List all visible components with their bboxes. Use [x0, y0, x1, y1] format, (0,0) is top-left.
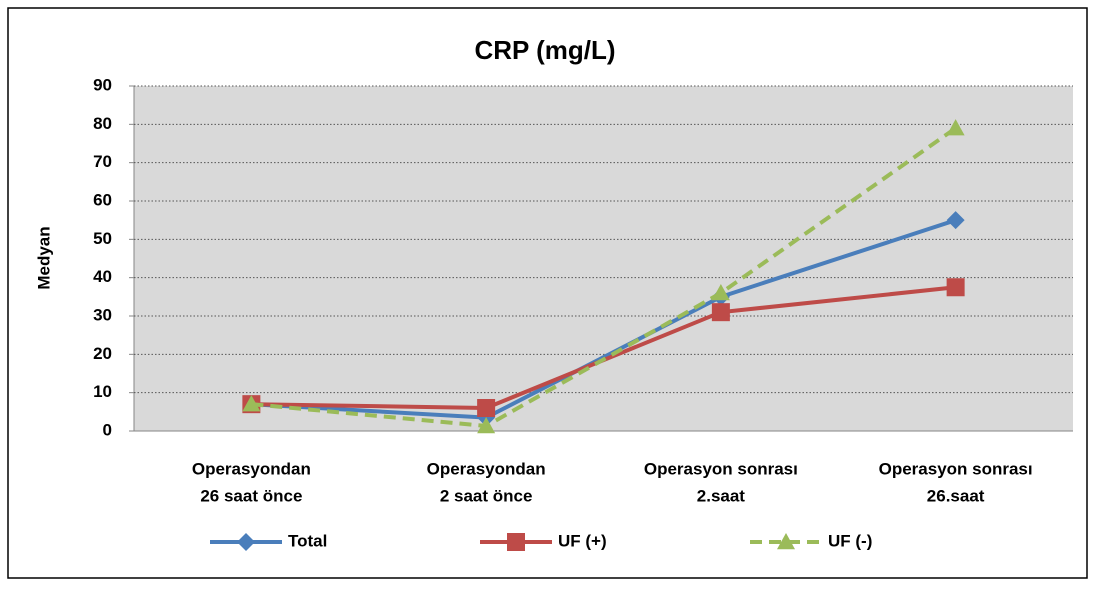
point — [946, 278, 965, 297]
y-tick-label: 40 — [93, 267, 112, 286]
y-tick-label: 20 — [93, 344, 112, 363]
x-tick-label: 26.saat — [927, 486, 985, 505]
legend-label: UF (+) — [558, 531, 607, 550]
series-line — [251, 126, 957, 429]
chart-title: CRP (mg/L) — [474, 35, 615, 65]
y-tick-label: 80 — [93, 114, 112, 133]
point — [711, 284, 730, 301]
series-line — [251, 218, 957, 420]
y-tick-label: 10 — [93, 382, 112, 401]
x-tick-label: 2 saat önce — [440, 486, 533, 505]
point — [946, 119, 965, 136]
point — [477, 399, 496, 417]
legend-marker — [237, 533, 255, 551]
y-tick-label: 50 — [93, 229, 112, 248]
y-tick-label: 0 — [103, 420, 112, 439]
legend-label: Total — [288, 531, 327, 550]
legend-marker — [777, 533, 795, 550]
y-axis-label: Medyan — [34, 226, 53, 289]
x-tick-label: 2.saat — [697, 486, 746, 505]
x-tick-label: 26 saat önce — [200, 486, 302, 505]
y-tick-label: 90 — [93, 75, 112, 94]
point — [711, 303, 730, 322]
y-tick-label: 60 — [93, 190, 112, 209]
x-tick-label: Operasyondan — [192, 459, 311, 478]
x-tick-label: Operasyon sonrası — [644, 459, 798, 478]
legend-marker — [507, 533, 525, 551]
point — [242, 395, 261, 412]
legend-label: UF (-) — [828, 531, 872, 550]
point — [477, 417, 496, 434]
y-tick-label: 70 — [93, 152, 112, 171]
point — [946, 211, 965, 230]
x-tick-label: Operasyondan — [427, 459, 546, 478]
plot-area — [134, 86, 1073, 431]
y-tick-label: 30 — [93, 305, 112, 324]
x-tick-label: Operasyon sonrası — [879, 459, 1033, 478]
